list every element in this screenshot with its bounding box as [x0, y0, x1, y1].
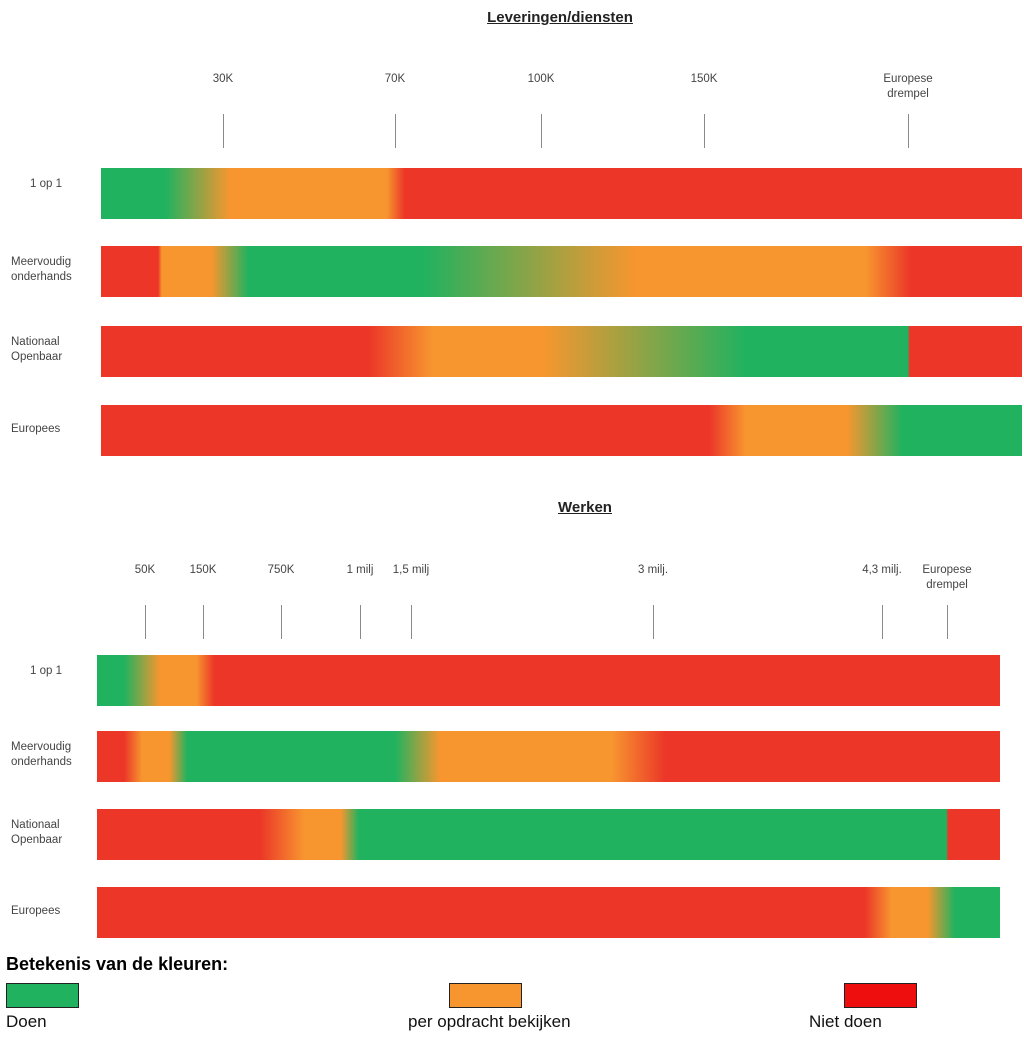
tick-mark: [882, 605, 883, 639]
status-bar: [97, 887, 1000, 938]
row-label: Europees: [11, 422, 61, 435]
tick-label: 1 milj: [346, 564, 374, 576]
status-bar: [97, 655, 1000, 706]
row-label: Meervoudig onderhands: [11, 741, 72, 768]
tick-mark: [203, 605, 204, 639]
row-label: Nationaal Openbaar: [11, 819, 63, 846]
status-bar: [101, 168, 1022, 219]
tick-label: 30K: [212, 73, 234, 85]
tick-label: 3 milj.: [637, 564, 669, 576]
row-label: 1 op 1: [30, 177, 62, 190]
legend-title: Betekenis van de kleuren:: [6, 954, 229, 974]
status-bar: [101, 326, 1022, 377]
tick-mark: [704, 114, 705, 148]
tick-mark: [395, 114, 396, 148]
row-label: Meervoudig onderhands: [11, 256, 72, 283]
tick-label: 70K: [384, 73, 406, 85]
row-label: 1 op 1: [30, 664, 62, 677]
tick-mark: [360, 605, 361, 639]
legend-swatch-niet-doen: [844, 983, 917, 1008]
tick-mark: [145, 605, 146, 639]
tick-label: 750K: [267, 564, 295, 576]
legend-label-niet-doen: Niet doen: [809, 1012, 882, 1031]
tick-label: 150K: [690, 73, 718, 85]
tick-mark: [281, 605, 282, 639]
tick-label: Europese drempel: [883, 73, 933, 100]
tick-mark: [411, 605, 412, 639]
legend-label-doen: Doen: [6, 1012, 47, 1031]
tick-label: 150K: [189, 564, 217, 576]
tick-label: 1,5 milj: [392, 564, 430, 576]
tick-label: 100K: [527, 73, 555, 85]
status-bar: [101, 246, 1022, 297]
status-bar: [101, 405, 1022, 456]
legend-swatch-doen: [6, 983, 79, 1008]
tick-mark: [653, 605, 654, 639]
section-title-werken: Werken: [558, 499, 612, 516]
row-label: Nationaal Openbaar: [11, 336, 63, 363]
legend-swatch-bekijken: [449, 983, 522, 1008]
status-bar: [97, 809, 1000, 860]
tick-label: Europese drempel: [922, 564, 972, 591]
tick-label: 4,3 milj.: [862, 564, 902, 576]
section-title-leveringen: Leveringen/diensten: [487, 9, 633, 26]
tick-label: 50K: [134, 564, 156, 576]
tick-mark: [541, 114, 542, 148]
tick-mark: [223, 114, 224, 148]
tick-mark: [947, 605, 948, 639]
tick-mark: [908, 114, 909, 148]
legend-label-bekijken: per opdracht bekijken: [408, 1012, 571, 1031]
row-label: Europees: [11, 904, 61, 917]
status-bar: [97, 731, 1000, 782]
